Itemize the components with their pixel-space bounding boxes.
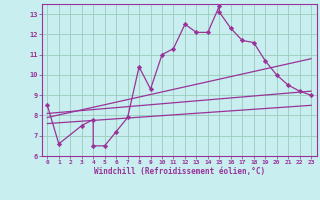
X-axis label: Windchill (Refroidissement éolien,°C): Windchill (Refroidissement éolien,°C)	[94, 167, 265, 176]
